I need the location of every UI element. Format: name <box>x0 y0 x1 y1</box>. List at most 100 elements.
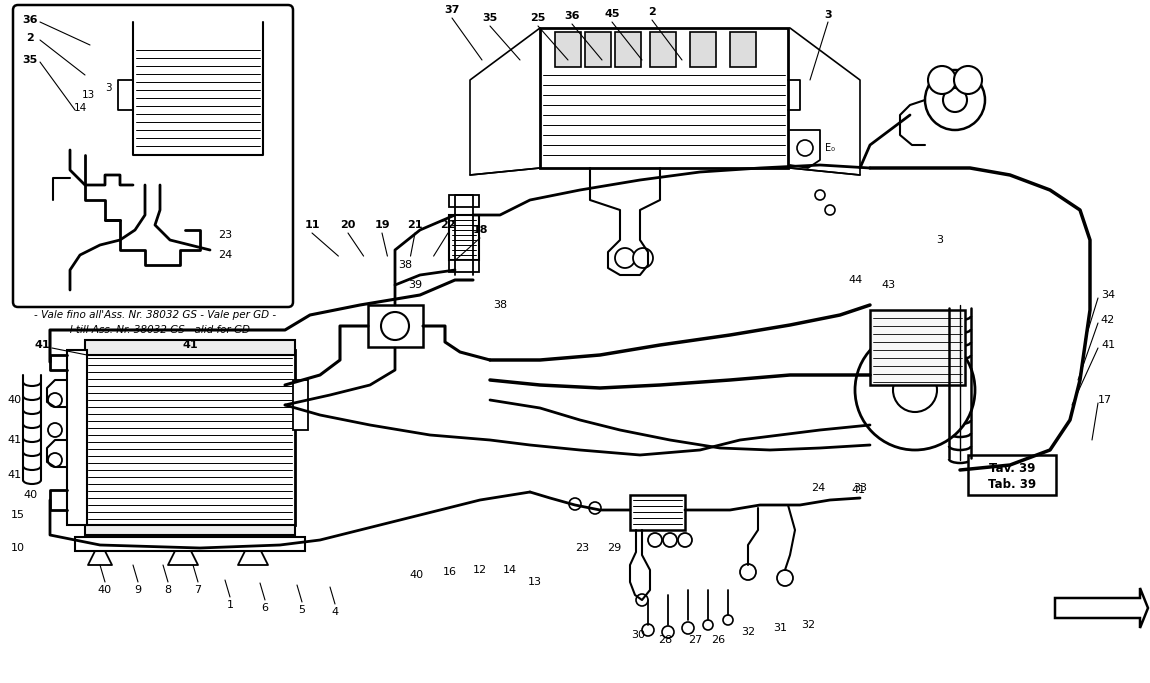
Text: 8: 8 <box>164 585 171 595</box>
Circle shape <box>703 620 713 630</box>
Text: 24: 24 <box>811 483 826 493</box>
Text: 38: 38 <box>398 260 412 270</box>
Bar <box>630 495 685 530</box>
Bar <box>448 195 480 207</box>
Bar <box>238 22 256 44</box>
Text: 32: 32 <box>800 620 815 630</box>
Text: 22: 22 <box>440 220 455 230</box>
Text: 44: 44 <box>849 275 864 285</box>
Bar <box>448 215 480 260</box>
Text: 23: 23 <box>575 543 589 553</box>
Text: 39: 39 <box>408 280 422 290</box>
Text: 19: 19 <box>374 220 390 230</box>
Bar <box>190 22 208 44</box>
Bar <box>85 340 296 355</box>
Text: 40: 40 <box>409 570 423 580</box>
Bar <box>215 22 233 44</box>
Bar <box>368 305 423 347</box>
Circle shape <box>825 205 835 215</box>
Text: 41: 41 <box>7 435 21 445</box>
Text: E₀: E₀ <box>825 143 835 153</box>
Text: 29: 29 <box>607 543 621 553</box>
Bar <box>555 32 581 67</box>
Circle shape <box>925 70 986 130</box>
Circle shape <box>797 140 813 156</box>
Text: 11: 11 <box>305 220 320 230</box>
Circle shape <box>48 423 62 437</box>
Circle shape <box>104 196 112 204</box>
Bar <box>293 380 308 430</box>
Circle shape <box>636 594 647 606</box>
Bar <box>690 32 716 67</box>
Text: 13: 13 <box>82 90 94 100</box>
Text: 41: 41 <box>7 470 21 480</box>
Bar <box>540 28 788 168</box>
Bar <box>75 537 305 551</box>
Text: 35: 35 <box>482 13 498 23</box>
Text: 33: 33 <box>853 483 867 493</box>
Text: 3: 3 <box>936 235 943 245</box>
Text: 2: 2 <box>649 7 655 17</box>
Bar <box>448 260 480 272</box>
Text: 4: 4 <box>331 607 338 617</box>
Text: 26: 26 <box>711 635 724 645</box>
Text: 18: 18 <box>473 225 488 235</box>
Text: 17: 17 <box>1098 395 1112 405</box>
Circle shape <box>723 615 733 625</box>
Circle shape <box>678 533 692 547</box>
Text: - Vale fino all'Ass. Nr. 38032 GS - Vale per GD -: - Vale fino all'Ass. Nr. 38032 GS - Vale… <box>34 310 276 320</box>
Text: 41: 41 <box>851 485 865 495</box>
Text: 15: 15 <box>12 510 25 520</box>
Text: 14: 14 <box>503 565 518 575</box>
Bar <box>123 85 133 95</box>
Text: 41: 41 <box>34 340 49 350</box>
Text: 36: 36 <box>22 15 38 25</box>
Text: 2: 2 <box>26 33 33 43</box>
Circle shape <box>615 248 635 268</box>
Circle shape <box>662 626 674 638</box>
Text: 31: 31 <box>773 623 787 633</box>
FancyBboxPatch shape <box>13 5 293 307</box>
Text: 34: 34 <box>1101 290 1116 300</box>
Bar <box>615 32 641 67</box>
Text: 40: 40 <box>7 395 21 405</box>
Bar <box>585 32 611 67</box>
Circle shape <box>854 330 975 450</box>
Bar <box>67 350 87 525</box>
Text: 40: 40 <box>23 490 37 500</box>
Text: 41: 41 <box>182 340 198 350</box>
Text: Tab. 39: Tab. 39 <box>988 477 1036 490</box>
Text: 35: 35 <box>22 55 38 65</box>
Text: Tav. 39: Tav. 39 <box>989 462 1035 475</box>
Circle shape <box>642 624 654 636</box>
Text: 27: 27 <box>688 635 703 645</box>
Text: 21: 21 <box>407 220 423 230</box>
Circle shape <box>954 66 982 94</box>
Text: 1: 1 <box>227 600 233 610</box>
Circle shape <box>664 533 677 547</box>
Bar <box>730 32 756 67</box>
Circle shape <box>943 88 967 112</box>
Circle shape <box>632 248 653 268</box>
Text: 23: 23 <box>218 230 232 240</box>
Circle shape <box>739 564 756 580</box>
Circle shape <box>894 368 937 412</box>
Text: 14: 14 <box>74 103 86 113</box>
Text: 32: 32 <box>741 627 756 637</box>
Circle shape <box>589 502 601 514</box>
Bar <box>650 32 676 67</box>
Circle shape <box>815 190 825 200</box>
Text: 24: 24 <box>217 250 232 260</box>
Text: -    l till Ass. Nr. 38032 GS   alid for GD -: - l till Ass. Nr. 38032 GS alid for GD - <box>53 325 256 335</box>
Bar <box>85 350 296 525</box>
Circle shape <box>48 393 62 407</box>
Circle shape <box>647 533 662 547</box>
Bar <box>871 310 965 385</box>
Text: 40: 40 <box>98 585 112 595</box>
Text: 7: 7 <box>194 585 201 595</box>
Text: 13: 13 <box>528 577 542 587</box>
Bar <box>968 455 1056 495</box>
Circle shape <box>48 453 62 467</box>
Circle shape <box>682 622 693 634</box>
Text: 38: 38 <box>493 300 507 310</box>
